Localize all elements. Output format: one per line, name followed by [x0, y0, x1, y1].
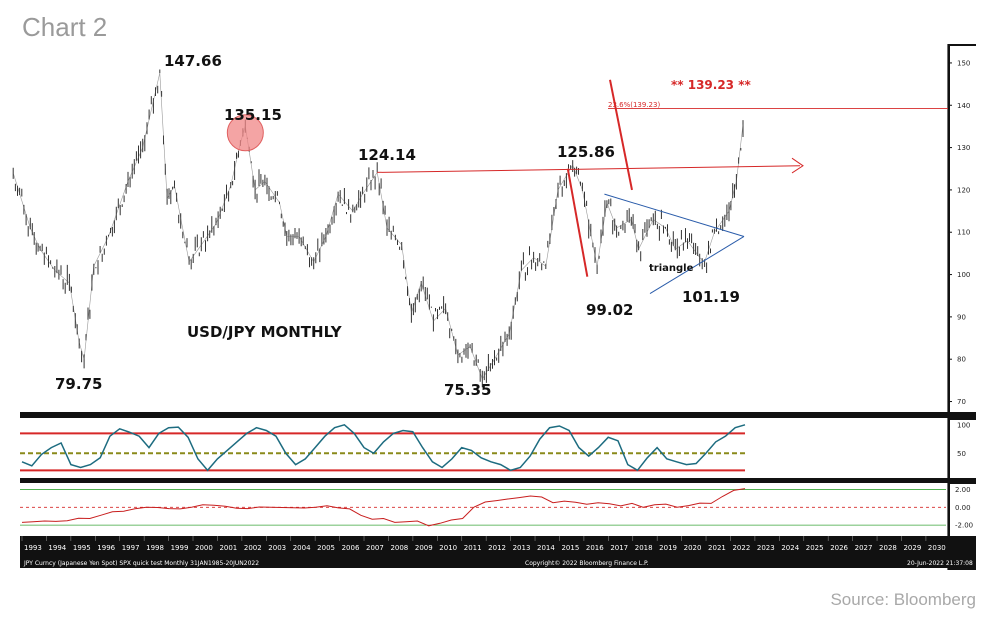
osc2-axis-panel [950, 484, 976, 536]
price-tick-label: 90 [957, 313, 966, 321]
year-tick-label: 1998 [146, 544, 164, 552]
year-tick-label: 2012 [488, 544, 506, 552]
label-target: ** 139.23 ** [671, 78, 751, 92]
source-note: Source: Bloomberg [830, 590, 976, 609]
year-tick-label: 2021 [708, 544, 726, 552]
price-series-line [12, 72, 744, 380]
year-tick-label: 2022 [732, 544, 750, 552]
year-tick-label: 2007 [366, 544, 384, 552]
label-peak-2007: 124.14 [358, 146, 416, 164]
triangle-lower-line [649, 236, 745, 295]
price-tick-label: 100 [957, 271, 970, 279]
year-axis-band [20, 536, 976, 552]
label-ath: 147.66 [164, 52, 222, 70]
year-tick-label: 1994 [48, 544, 66, 552]
year-tick-label: 1997 [122, 544, 140, 552]
year-tick-label: 2013 [513, 544, 531, 552]
footer-center: Copyright© 2022 Bloomberg Finance L.P. [525, 560, 649, 567]
label-triangle: triangle [649, 263, 694, 274]
resistance-arrow-icon [791, 157, 804, 174]
downtrend-line-2015 [566, 168, 589, 277]
year-tick-label: 2000 [195, 544, 213, 552]
label-peak-2002: 135.15 [224, 106, 282, 124]
year-tick-label: 1996 [97, 544, 115, 552]
year-tick-label: 1999 [171, 544, 189, 552]
osc1-tick-label: 100 [957, 421, 970, 429]
year-tick-label: 2001 [219, 544, 237, 552]
year-tick-label: 2028 [879, 544, 897, 552]
year-tick-label: 1993 [24, 544, 42, 552]
price-tick-label: 70 [957, 398, 966, 406]
label-peak-2015: 125.86 [557, 143, 615, 161]
osc1-series-line [21, 423, 746, 472]
year-tick-label: 2025 [806, 544, 824, 552]
year-tick-label: 2002 [244, 544, 262, 552]
year-tick-label: 2010 [439, 544, 457, 552]
footer-right: 20-Jun-2022 21:37:08 [907, 560, 973, 567]
price-tick-label: 110 [957, 229, 970, 237]
year-tick-label: 2023 [757, 544, 775, 552]
price-tick-label: 140 [957, 102, 970, 110]
footer-left: JPY Curncy (Japanese Yen Spot) SPX quick… [23, 560, 259, 567]
year-tick-label: 2006 [342, 544, 360, 552]
price-tick-label: 120 [957, 186, 970, 194]
chart-heading: Chart 2 [22, 12, 108, 42]
osc2-tick-label: 0.00 [955, 504, 971, 512]
label-fib: 23.6%(139.23) [608, 101, 660, 109]
osc2-tick-label: -2.00 [955, 522, 973, 530]
panel-divider-1 [20, 412, 948, 418]
footer-band [20, 552, 976, 568]
panel-divider-2 [20, 478, 948, 483]
osc2-series-line [21, 488, 746, 527]
osc1-tick-label: 50 [957, 450, 966, 458]
price-tick-label: 130 [957, 144, 970, 152]
label-low-1995: 79.75 [55, 375, 102, 393]
year-tick-label: 2030 [928, 544, 946, 552]
year-tick-label: 2026 [830, 544, 848, 552]
year-tick-label: 2027 [855, 544, 873, 552]
year-tick-label: 2019 [659, 544, 677, 552]
chart-title: USD/JPY MONTHLY [187, 323, 343, 341]
triangle-upper-line [604, 193, 745, 237]
year-tick-label: 2008 [390, 544, 408, 552]
year-tick-label: 2029 [903, 544, 921, 552]
label-low-2016: 99.02 [586, 301, 633, 319]
price-tick-label: 80 [957, 356, 966, 364]
year-tick-label: 2016 [586, 544, 604, 552]
year-tick-label: 2017 [610, 544, 628, 552]
year-tick-label: 1995 [73, 544, 91, 552]
year-tick-label: 2020 [684, 544, 702, 552]
year-tick-label: 2005 [317, 544, 335, 552]
osc1-axis-panel [950, 420, 976, 478]
year-tick-label: 2011 [464, 544, 482, 552]
year-tick-label: 2024 [781, 544, 799, 552]
label-low-2011: 75.35 [444, 381, 491, 399]
year-tick-label: 2004 [293, 544, 311, 552]
label-low-2020: 101.19 [682, 288, 740, 306]
resistance-line [377, 165, 801, 173]
year-tick-label: 2014 [537, 544, 555, 552]
price-axis-panel [950, 46, 976, 412]
year-tick-label: 2018 [635, 544, 653, 552]
year-tick-label: 2009 [415, 544, 433, 552]
year-tick-label: 2003 [268, 544, 286, 552]
osc2-tick-label: 2.00 [955, 486, 971, 494]
downtrend-line-2017 [609, 79, 633, 191]
price-tick-label: 150 [957, 59, 970, 67]
peak-highlight-circle [226, 114, 264, 152]
year-tick-label: 2015 [561, 544, 579, 552]
